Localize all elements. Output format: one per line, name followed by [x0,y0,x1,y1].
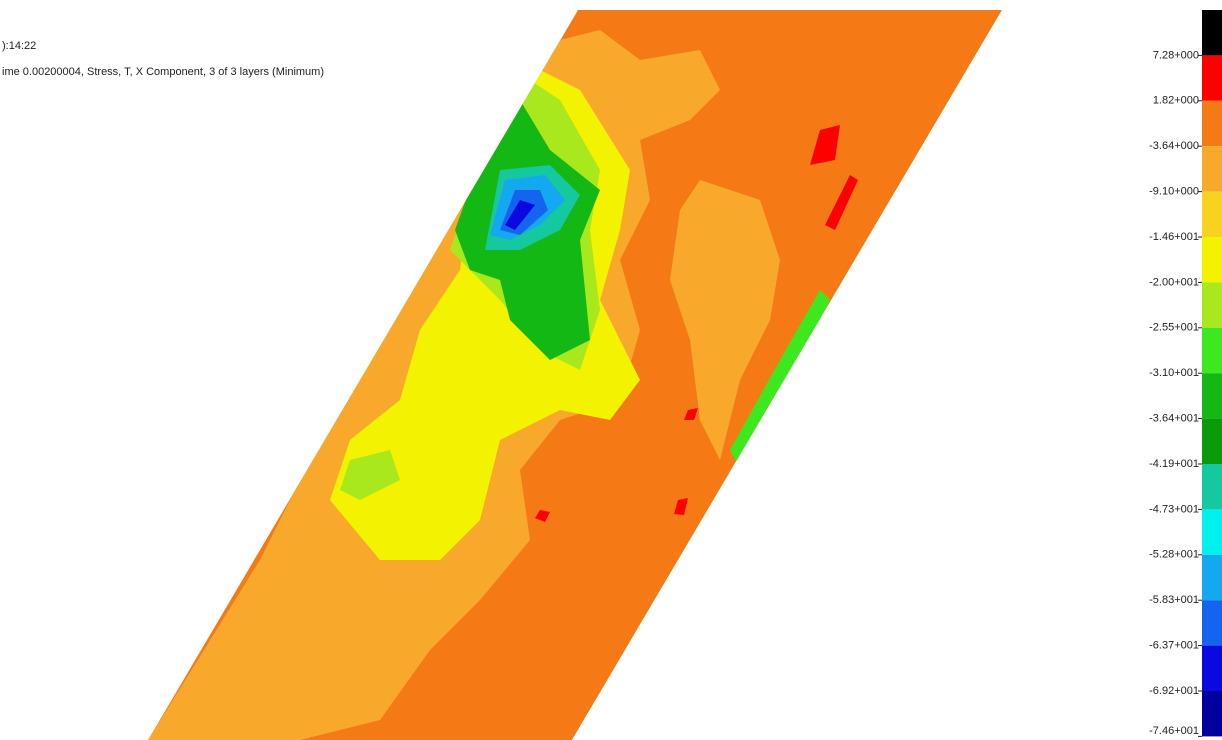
legend-swatch [1202,600,1222,646]
legend-label: -3.10+001 [1149,367,1199,379]
band [505,200,535,230]
band [535,510,550,522]
band [340,450,400,500]
legend-label: -5.83+001 [1149,594,1199,606]
legend-swatch [1202,100,1222,147]
band [730,290,830,470]
band [684,408,698,420]
legend-label: -1.46+001 [1149,231,1199,243]
legend-label: -5.28+001 [1149,549,1199,561]
legend-swatch [1202,327,1222,374]
legend-label: -4.73+001 [1149,503,1199,515]
contour-plot [148,10,1002,740]
legend-swatch [1202,10,1222,56]
band [670,180,780,460]
band [825,175,858,230]
result-description: ime 0.00200004, Stress, T, X Component, … [2,66,324,78]
legend-label: -6.92+001 [1149,685,1199,697]
legend-label: -6.37+001 [1149,640,1199,652]
legend-swatch [1202,418,1222,464]
legend-label: 1.82+000 [1153,95,1199,107]
legend-swatch [1202,464,1222,510]
band [674,498,688,515]
time-label: ):14:22 [2,40,36,52]
legend-label: -4.19+001 [1149,458,1199,470]
legend-swatch [1202,645,1222,691]
legend-swatch [1202,191,1222,237]
legend-label: -2.00+001 [1149,276,1199,288]
legend-swatch [1202,55,1222,101]
legend-swatch [1202,282,1222,328]
legend-label: -9.10+000 [1149,186,1199,198]
legend-swatch [1202,146,1222,192]
legend-label: -3.64+000 [1149,140,1199,152]
legend-label: -3.64+001 [1149,413,1199,425]
legend-label: -7.46+001 [1149,725,1199,737]
legend-swatch [1202,237,1222,283]
color-legend: 7.28+000 1.82+000 -3.64+000 -9.10+000 -1.46+… [1149,10,1222,737]
legend-swatch [1202,509,1222,555]
legend-swatch [1202,554,1222,601]
legend-swatch [1202,373,1222,419]
legend-label: -2.55+001 [1149,322,1199,334]
band [810,125,840,165]
legend-label: 7.28+000 [1153,49,1199,61]
legend-swatch [1202,691,1222,737]
